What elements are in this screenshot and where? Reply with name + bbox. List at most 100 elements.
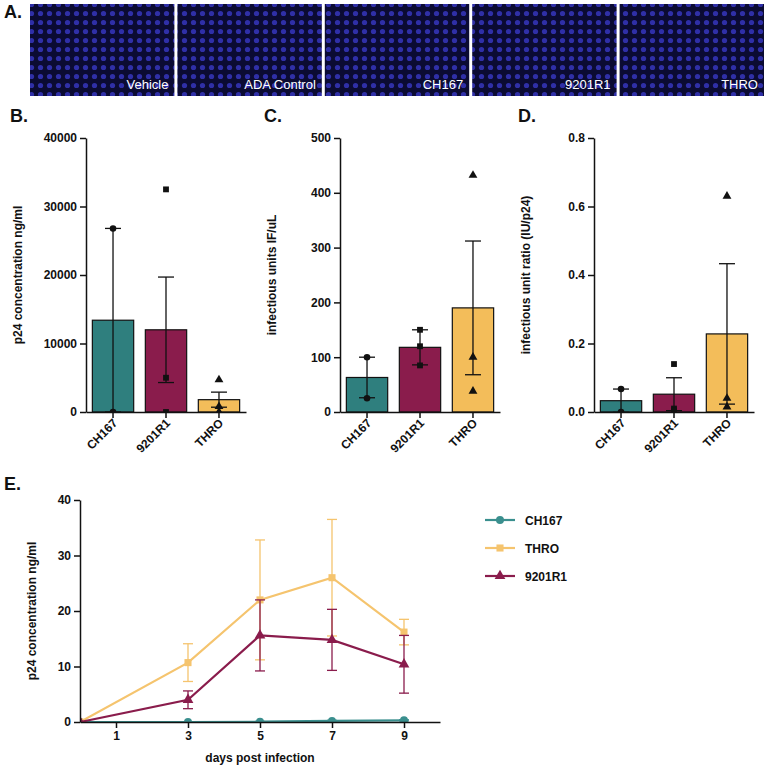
tick: 10000 <box>44 337 86 351</box>
tick: THRO <box>700 412 734 450</box>
data-point <box>417 343 423 349</box>
plot-marks <box>346 170 493 412</box>
data-point <box>723 393 732 401</box>
axis: 010203040 <box>58 493 81 729</box>
tick-mark <box>116 722 118 728</box>
tick: 3 <box>185 722 192 743</box>
legend-marker <box>496 516 504 524</box>
error-cap <box>211 391 227 392</box>
panel-label: E. <box>4 474 21 494</box>
tick-label: 40 <box>58 493 72 507</box>
axis-title: infectious unit ratio (IU/p24) <box>519 196 533 355</box>
tick-mark <box>74 500 80 502</box>
tick-mark <box>112 412 114 418</box>
error-cap <box>465 374 481 375</box>
tick-mark <box>588 206 594 208</box>
tick-label: 10 <box>58 660 72 674</box>
tick: 40000 <box>44 131 86 145</box>
error-cap <box>399 635 409 636</box>
tick-mark <box>588 138 594 140</box>
figure: A.VehicleADA ControlCH1679201R1THROB.010… <box>0 0 770 779</box>
image-label: CH167 <box>423 77 463 92</box>
data-point <box>417 363 423 369</box>
data-point <box>671 361 677 367</box>
data-point <box>723 402 732 410</box>
data-point <box>399 658 410 667</box>
tick-mark <box>260 722 262 728</box>
tick: 300 <box>311 241 340 255</box>
tick: CH167 <box>338 412 375 452</box>
axis-title: p24 concentration ng/ml <box>25 542 39 681</box>
error-cap <box>255 599 265 600</box>
tick-mark <box>334 412 340 414</box>
panel-label: C. <box>264 106 282 126</box>
error-cap <box>465 240 481 241</box>
legend-label: THRO <box>525 542 559 556</box>
axis: 010000200003000040000 <box>44 131 87 419</box>
data-point <box>183 694 194 703</box>
series-line <box>80 635 404 722</box>
legend: CH167THRO9201R1 <box>485 514 567 584</box>
data-point <box>469 386 478 394</box>
axis: 0100200300400500 <box>311 131 341 419</box>
data-point <box>184 718 192 722</box>
tick: 20000 <box>44 268 86 282</box>
micrograph <box>325 4 469 96</box>
tick-label: 0.6 <box>568 200 585 214</box>
error-cap <box>183 643 193 644</box>
tick-mark <box>74 611 80 613</box>
data-point <box>618 386 625 393</box>
image-label: ADA Control <box>244 77 316 92</box>
tick-mark <box>726 412 728 418</box>
plot-marks <box>80 519 409 722</box>
image-label: 9201R1 <box>565 77 611 92</box>
error-cap <box>158 276 174 277</box>
error-cap <box>327 609 337 610</box>
data-point <box>400 716 408 722</box>
tick: 500 <box>311 131 340 145</box>
data-point <box>163 375 169 381</box>
tick-mark <box>218 412 220 418</box>
tick-label: 5 <box>257 729 264 743</box>
data-point <box>364 354 371 361</box>
tick-mark <box>188 722 190 728</box>
error-bar <box>359 357 375 398</box>
error-cap <box>666 377 682 378</box>
tick-mark <box>334 302 340 304</box>
error-bar <box>719 264 735 404</box>
tick-label: 9201R1 <box>642 416 682 456</box>
error-line <box>165 277 166 382</box>
data-point <box>469 352 478 360</box>
axis: CH1679201R1THRO <box>338 412 501 456</box>
error-cap <box>399 619 409 620</box>
tick-mark <box>334 247 340 249</box>
tick-label: THRO <box>192 416 226 450</box>
plot-marks <box>92 186 239 412</box>
micrograph <box>620 4 764 96</box>
tick: 400 <box>311 186 340 200</box>
error-cap <box>719 263 735 264</box>
tick-label: 0.8 <box>568 131 585 145</box>
axis: 13579 <box>81 722 441 743</box>
tick-mark <box>334 138 340 140</box>
tick-label: 200 <box>311 296 331 310</box>
legend-label: 9201R1 <box>525 570 567 584</box>
micrograph <box>30 4 174 96</box>
data-point <box>723 191 732 199</box>
error-cap <box>327 670 337 671</box>
data-point <box>618 409 625 412</box>
tick-label: 20 <box>58 604 72 618</box>
tick: CH167 <box>592 412 629 452</box>
tick-mark <box>165 412 167 418</box>
tick-label: 3 <box>185 729 192 743</box>
tick-label: 30000 <box>44 200 78 214</box>
tick: 9 <box>401 722 408 743</box>
data-point <box>255 629 266 638</box>
error-cap <box>158 382 174 383</box>
tick-label: 40000 <box>44 131 78 145</box>
legend-item: 9201R1 <box>485 570 567 584</box>
error-bar <box>666 378 682 411</box>
tick: 0 <box>324 405 340 419</box>
data-point <box>671 407 677 412</box>
tick: 0 <box>64 715 80 729</box>
